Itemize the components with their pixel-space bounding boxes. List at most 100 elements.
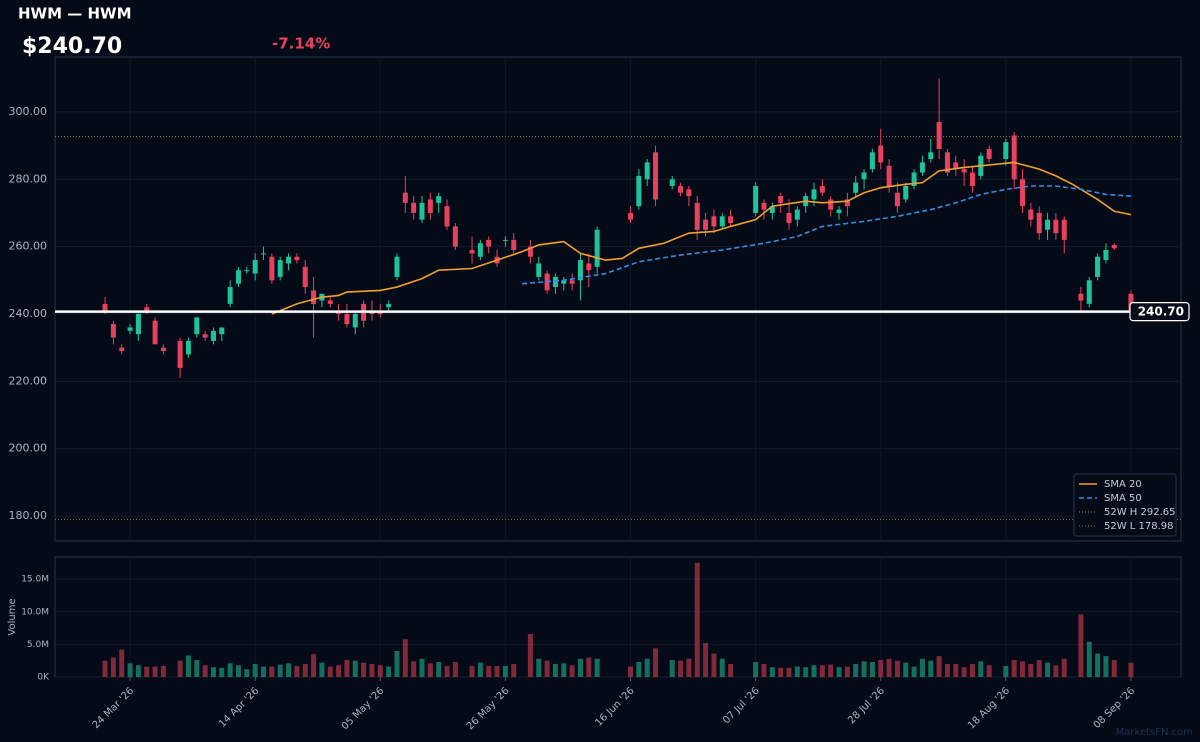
volume-bar xyxy=(269,666,275,677)
volume-bar xyxy=(853,663,859,677)
volume-bar xyxy=(352,660,358,677)
volume-bar xyxy=(185,655,191,677)
volume-bar xyxy=(836,667,842,677)
candle-body xyxy=(628,212,634,220)
volume-bar xyxy=(1028,663,1034,677)
volume-bar xyxy=(119,649,125,677)
candle-body xyxy=(861,172,867,180)
candle-body xyxy=(786,212,792,224)
candle-body xyxy=(185,340,191,355)
volume-bar xyxy=(811,665,817,677)
volume-bar xyxy=(936,656,942,677)
volume-bar xyxy=(361,662,367,677)
ticker-title: HWM — HWM xyxy=(18,5,132,23)
volume-bar xyxy=(427,663,433,677)
volume-bar xyxy=(152,666,158,677)
volume-bar xyxy=(336,665,342,677)
candle-body xyxy=(1020,179,1026,207)
candle-body xyxy=(102,303,108,311)
candle-body xyxy=(894,192,900,207)
candle-body xyxy=(961,169,967,173)
candle-body xyxy=(878,145,884,163)
volume-bar xyxy=(377,665,383,677)
candle-body xyxy=(694,202,700,230)
sma-line xyxy=(522,185,1132,285)
volume-bar xyxy=(911,666,917,677)
candle-body xyxy=(636,175,642,207)
candle-body xyxy=(594,229,600,267)
volume-bar xyxy=(894,660,900,677)
volume-bar xyxy=(344,660,350,677)
candle-body xyxy=(202,334,208,338)
candle-body xyxy=(394,256,400,277)
volume-bar xyxy=(1078,614,1084,677)
volume-bar xyxy=(394,650,400,677)
candle-body xyxy=(778,196,784,203)
candle-body xyxy=(711,216,717,227)
candle-body xyxy=(886,165,892,186)
candle-body xyxy=(969,172,975,186)
candle-body xyxy=(160,347,166,352)
volume-bar xyxy=(703,643,709,677)
candle-body xyxy=(402,192,408,203)
candle-body xyxy=(144,307,150,311)
volume-bar xyxy=(386,666,392,677)
candle-body xyxy=(1086,280,1092,304)
volume-bar xyxy=(102,660,108,677)
candle-body xyxy=(486,239,492,247)
candle-body xyxy=(452,226,458,247)
y-tick-label: 200.00 xyxy=(9,442,48,455)
volume-bar xyxy=(319,662,325,677)
candle-body xyxy=(678,185,684,193)
volume-bar xyxy=(1086,641,1092,677)
volume-bar xyxy=(194,660,200,677)
volume-bar xyxy=(160,665,166,677)
volume-bar xyxy=(219,667,225,677)
candle-body xyxy=(311,290,317,304)
volume-bar xyxy=(327,666,333,677)
volume-bar xyxy=(711,653,717,677)
volume-bar xyxy=(928,660,934,677)
volume-bar xyxy=(903,662,909,677)
candle-body xyxy=(177,340,183,368)
volume-bar xyxy=(861,661,867,677)
volume-bar xyxy=(502,665,508,677)
sma-line xyxy=(271,161,1132,315)
volume-bar xyxy=(544,660,550,677)
volume-bar xyxy=(511,663,517,677)
candle-body xyxy=(536,263,542,277)
candle-body xyxy=(511,239,517,250)
candle-body xyxy=(194,317,200,335)
volume-bar xyxy=(961,667,967,677)
volume-bar xyxy=(1045,662,1051,677)
candle-body xyxy=(411,202,417,213)
volume-bar xyxy=(561,663,567,677)
candle-body xyxy=(911,172,917,186)
candle-body xyxy=(853,182,859,193)
candle-body xyxy=(986,148,992,160)
candle-body xyxy=(110,324,116,338)
volume-bar xyxy=(1128,662,1134,677)
candle-body xyxy=(352,313,358,328)
candle-body xyxy=(210,330,216,341)
candle-body xyxy=(119,347,125,352)
candle-body xyxy=(836,209,842,213)
candle-body xyxy=(252,260,258,274)
candle-body xyxy=(286,256,292,264)
volume-bar xyxy=(678,660,684,677)
volume-bar xyxy=(469,665,475,677)
candle-body xyxy=(502,239,508,241)
candle-body xyxy=(794,209,800,220)
volume-bar xyxy=(919,658,925,677)
candle-body xyxy=(586,263,592,271)
y-tick-label: 180.00 xyxy=(9,509,48,522)
volume-bar xyxy=(261,666,267,677)
volume-bar xyxy=(244,669,250,677)
volume-bar xyxy=(1036,660,1042,677)
volume-bar xyxy=(477,662,483,677)
legend-label: 52W H 292.65 xyxy=(1104,507,1175,518)
legend-box xyxy=(1073,473,1177,537)
candle-body xyxy=(653,152,659,200)
